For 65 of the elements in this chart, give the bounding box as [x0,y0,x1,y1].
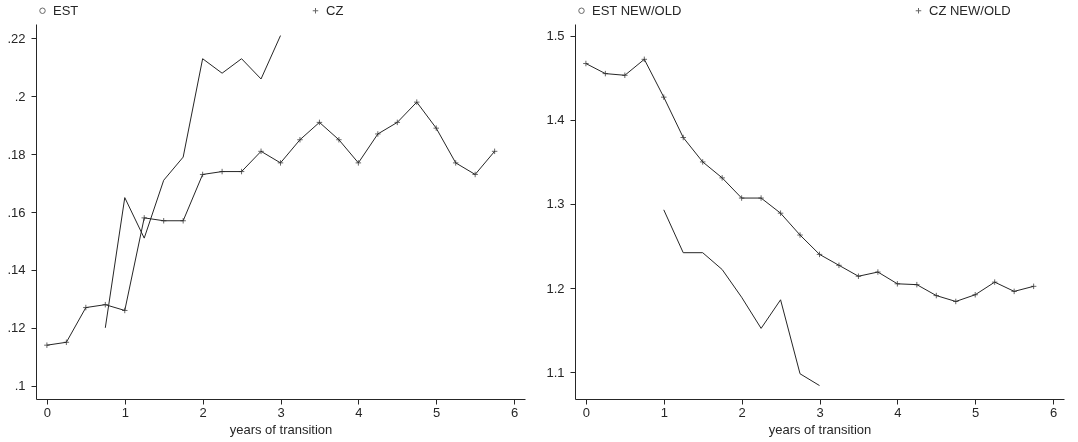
x-tick-label: 5 [433,404,441,420]
x-tick-label: 0 [43,404,52,420]
point [796,231,804,239]
x-tick-label: 1 [660,404,668,420]
x-tick-label: 3 [277,404,285,420]
y-tick-label: .16 [7,204,26,220]
y-tick-label: 1.5 [546,28,565,44]
y-tick-label: .1 [14,378,26,394]
legend-label: CZ NEW/OLD [929,2,1011,18]
y-tick-label: 1.2 [546,280,565,296]
point [757,194,765,202]
point [335,136,343,143]
x-tick-label: 2 [738,404,746,420]
point [971,291,979,298]
point [413,98,420,106]
point [277,159,284,167]
point [660,93,668,101]
x-tick-label: 6 [510,404,519,420]
y-tick-label: .14 [7,262,26,278]
point [718,174,726,182]
y-tick-label: 1.4 [546,112,565,128]
point [179,217,187,224]
point [471,171,479,178]
y-tick-label: .12 [7,320,26,336]
x-tick-label: 1 [121,404,129,420]
y-tick-label: .2 [14,88,26,104]
point [452,159,459,167]
line-series [663,209,820,387]
point [432,124,440,132]
point [218,168,226,175]
point [141,214,148,222]
legend-label: CZ [326,2,344,18]
point [296,136,304,143]
point [777,209,784,217]
x-axis-title: years of transition [768,421,872,437]
x-tick-label: 4 [894,404,902,420]
point [621,72,629,79]
point [835,262,843,269]
x-axis-title: years of transition [229,421,333,437]
point [913,281,921,288]
y-tick-label: .18 [7,146,26,162]
x-tick-label: 3 [816,404,824,420]
point [738,194,745,202]
point [699,158,706,166]
y-tick-label: .22 [7,30,26,46]
point [1010,288,1018,295]
point [991,278,998,286]
point [374,130,382,138]
x-tick-label: 5 [972,404,980,420]
point [874,268,882,276]
x-tick-label: 0 [582,404,591,420]
x-tick-label: 4 [355,404,363,420]
point [121,307,129,314]
legend-label: EST [53,2,79,18]
y-tick-label: 1.1 [546,364,565,380]
x-tick-label: 2 [199,404,207,420]
legend-label: EST NEW/OLD [592,2,682,18]
point [894,280,901,288]
point [257,148,265,155]
point [680,134,687,141]
y-tick-label: 1.3 [546,196,565,212]
point [355,159,362,167]
x-tick-label: 6 [1049,404,1058,420]
point [82,304,90,311]
point [952,298,959,305]
